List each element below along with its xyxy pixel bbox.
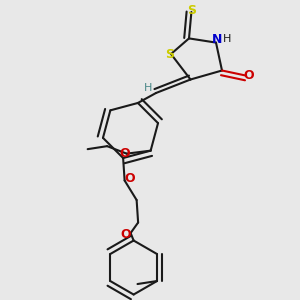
Text: O: O (243, 69, 254, 82)
Text: S: S (165, 47, 174, 61)
Text: H: H (143, 82, 152, 93)
Text: H: H (223, 34, 232, 44)
Text: S: S (187, 4, 196, 17)
Text: N: N (212, 33, 223, 46)
Text: O: O (125, 172, 135, 184)
Text: O: O (120, 228, 130, 241)
Text: O: O (120, 147, 130, 160)
